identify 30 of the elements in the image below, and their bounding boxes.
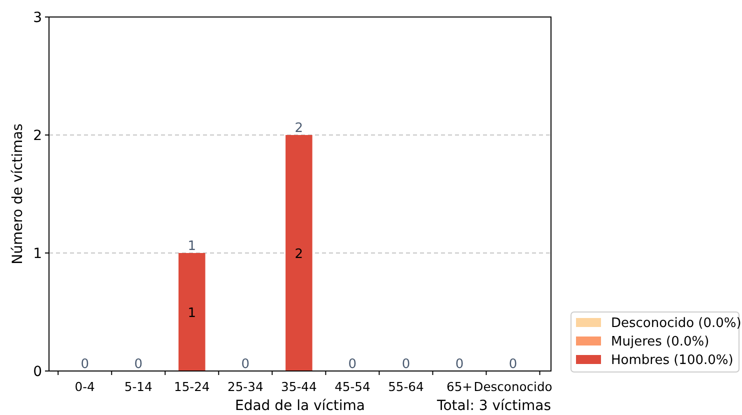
- x-tick-label: 0-4: [74, 380, 96, 394]
- x-tick-label: 65+: [446, 380, 472, 394]
- y-tick-label: 3: [33, 10, 42, 26]
- text: Total: 3 víctimas: [436, 398, 551, 414]
- total-label: 0: [508, 357, 518, 372]
- x-tick-label: 55-64: [388, 380, 424, 394]
- x-tick-label: 5-14: [124, 380, 152, 394]
- y-tick-label: 1: [33, 246, 42, 262]
- total-label: 1: [188, 239, 196, 254]
- y-tick-label: 2: [33, 128, 42, 144]
- total-label: 0: [402, 357, 410, 372]
- x-tick-label: 25-34: [228, 380, 264, 394]
- x-tick-label: 35-44: [281, 380, 317, 394]
- y-tick-label: 0: [33, 364, 42, 380]
- x-tick-label: Desconocido: [474, 380, 552, 394]
- data-label: 2: [294, 247, 304, 262]
- y-axis-title: Número de víctimas: [10, 124, 26, 264]
- total-label: 0: [134, 357, 143, 372]
- x-tick-label: 45-54: [334, 380, 370, 394]
- x-tick-label: 15-24: [174, 380, 210, 394]
- x-axis-title: Edad de la víctima: [235, 398, 365, 414]
- total-label: 0: [241, 357, 250, 372]
- total-label: 0: [348, 357, 357, 372]
- total-label: 0: [80, 357, 89, 372]
- legend-label: Mujeres (0.0%): [611, 334, 710, 350]
- data-label: 1: [188, 306, 196, 321]
- legend-label: Desconocido (0.0%): [611, 316, 742, 331]
- total-label: 0: [455, 357, 464, 372]
- total-label: 2: [294, 121, 304, 136]
- legend-label: Hombres (100.0%): [611, 353, 734, 368]
